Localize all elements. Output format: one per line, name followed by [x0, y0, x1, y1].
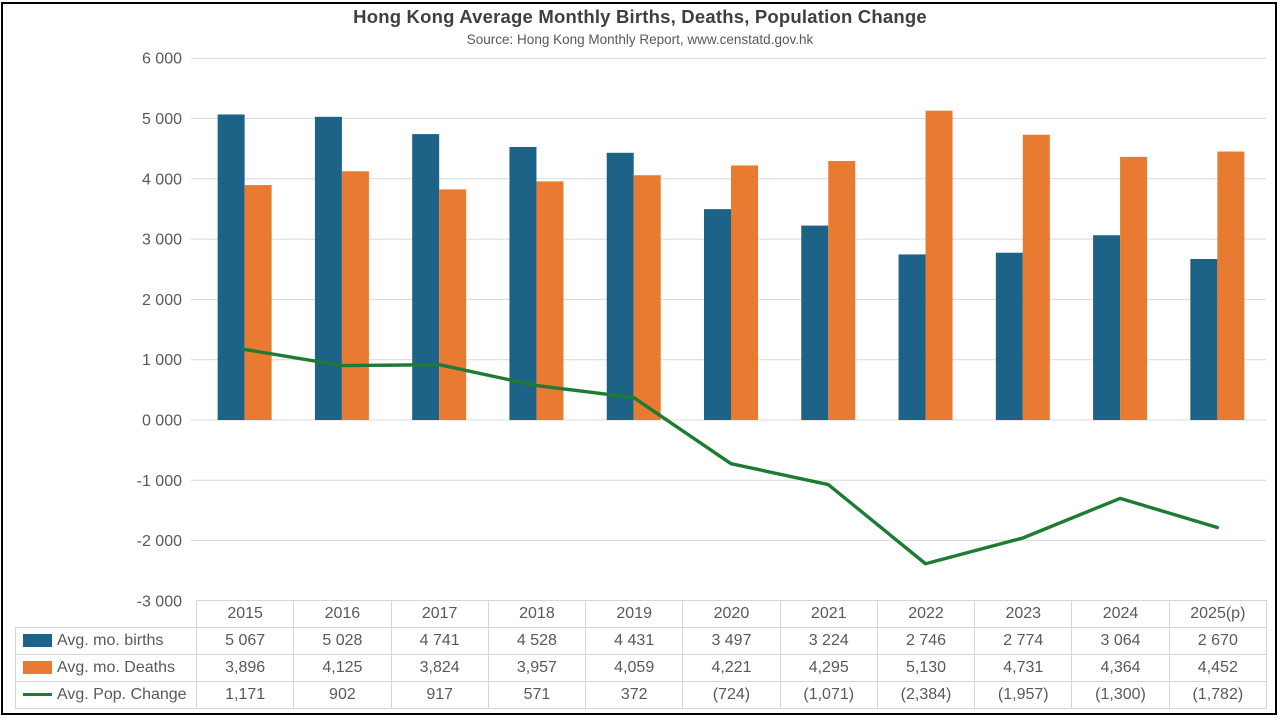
- avg-pop-change-legend-marker-icon: [23, 693, 52, 697]
- bar-births-2025(p): [1190, 258, 1218, 420]
- year-header-2019: 2019: [585, 600, 684, 628]
- bar-births-2021: [801, 225, 829, 420]
- year-header-2018: 2018: [487, 600, 587, 628]
- y-axis-tick-label: -2 000: [137, 533, 182, 550]
- y-axis-tick-label: -1 000: [137, 473, 182, 490]
- cell-avg-pop-change-2025(p): (1,782): [1168, 681, 1268, 709]
- cell-avg-mo-deaths-2018: 3,957: [487, 654, 587, 682]
- cell-avg-mo-births-2018: 4 528: [487, 627, 587, 655]
- cell-avg-mo-deaths-2021: 4,295: [779, 654, 878, 682]
- bar-deaths-2020: [731, 165, 758, 420]
- cell-avg-mo-deaths-2022: 5,130: [876, 654, 976, 682]
- chart-subtitle: Source: Hong Kong Monthly Report, www.ce…: [466, 32, 814, 47]
- y-axis-tick-label: 2 000: [142, 292, 182, 309]
- cell-avg-mo-births-2015: 5 067: [195, 627, 295, 655]
- bar-deaths-2023: [1022, 134, 1050, 420]
- bar-births-2015: [217, 114, 245, 420]
- bar-deaths-2021: [828, 161, 856, 420]
- cell-avg-mo-deaths-2016: 4,125: [293, 654, 392, 682]
- legend-cell-avg-mo-births: Avg. mo. births: [15, 627, 197, 655]
- year-header-2025(p): 2025(p): [1168, 600, 1268, 628]
- cell-avg-mo-births-2024: 3 064: [1071, 627, 1170, 655]
- bar-deaths-2024: [1120, 156, 1148, 420]
- table-row-avg-mo-deaths: Avg. mo. Deaths 3,896 4,125 3,824 3,957 4,059…: [15, 654, 1268, 682]
- avg-mo-births-legend-marker-icon: [23, 634, 52, 648]
- cell-avg-pop-change-2016: 902: [293, 681, 392, 709]
- cell-avg-mo-births-2019: 4 431: [585, 627, 684, 655]
- y-axis-tick-label: 1 000: [142, 352, 182, 369]
- table-row-avg-mo-births: Avg. mo. births 5 067 5 028 4 741 4 528 4 431…: [15, 627, 1268, 655]
- bar-births-2020: [704, 209, 731, 420]
- bar-births-2022: [898, 254, 926, 420]
- legend-cell-avg-mo-deaths: Avg. mo. Deaths: [15, 654, 197, 682]
- bar-births-2016: [314, 116, 342, 421]
- bar-births-2017: [412, 134, 440, 420]
- year-header-2022: 2022: [876, 600, 976, 628]
- cell-avg-mo-deaths-2025(p): 4,452: [1168, 654, 1268, 682]
- table-row-avg-pop-change: Avg. Pop. Change 1,171 902 917 571 372 (724) (1…: [15, 681, 1268, 709]
- year-header-2023: 2023: [974, 600, 1073, 628]
- year-header-2020: 2020: [682, 600, 781, 628]
- cell-avg-pop-change-2018: 571: [487, 681, 587, 709]
- cell-avg-mo-deaths-2023: 4,731: [974, 654, 1073, 682]
- cell-avg-mo-births-2017: 4 741: [390, 627, 489, 655]
- cell-avg-mo-births-2020: 3 497: [682, 627, 781, 655]
- bar-births-2018: [509, 146, 537, 420]
- bar-deaths-2018: [536, 181, 564, 420]
- avg-mo-deaths-legend-marker-icon: [23, 661, 52, 675]
- cell-avg-pop-change-2023: (1,957): [974, 681, 1073, 709]
- cell-avg-mo-deaths-2017: 3,824: [390, 654, 489, 682]
- bar-deaths-2019: [633, 175, 661, 420]
- chart-title: Hong Kong Average Monthly Births, Deaths…: [353, 6, 927, 27]
- year-header-2021: 2021: [779, 600, 878, 628]
- cell-avg-mo-births-2016: 5 028: [293, 627, 392, 655]
- cell-avg-mo-deaths-2015: 3,896: [195, 654, 295, 682]
- legend-cell-avg-pop-change: Avg. Pop. Change: [15, 681, 197, 709]
- series-label: Avg. mo. Deaths: [57, 659, 175, 676]
- cell-avg-mo-births-2022: 2 746: [876, 627, 976, 655]
- year-header-2015: 2015: [195, 600, 295, 628]
- bar-deaths-2025(p): [1217, 151, 1245, 420]
- bar-births-2023: [995, 252, 1023, 420]
- cell-avg-pop-change-2024: (1,300): [1071, 681, 1170, 709]
- data-table: 2015 2016 2017 2018 2019 2020 2021 2022 2023 2024…: [15, 600, 1268, 709]
- table-corner-blank: [16, 601, 197, 628]
- bar-births-2024: [1093, 235, 1121, 420]
- bar-deaths-2017: [439, 189, 467, 420]
- cell-avg-mo-births-2021: 3 224: [779, 627, 878, 655]
- plot-area: 6 000 5 000 4 000 3 000 2 000 1 000 0 000 -1 00…: [137, 51, 1266, 610]
- cell-avg-mo-deaths-2020: 4,221: [682, 654, 781, 682]
- cell-avg-pop-change-2019: 372: [585, 681, 684, 709]
- cell-avg-mo-births-2023: 2 774: [974, 627, 1073, 655]
- line-pop-change: [242, 347, 1220, 566]
- cell-avg-mo-deaths-2024: 4,364: [1071, 654, 1170, 682]
- cell-avg-mo-births-2025(p): 2 670: [1168, 627, 1268, 655]
- bar-deaths-2015: [244, 185, 272, 420]
- bar-deaths-2022: [925, 110, 953, 420]
- y-axis-tick-label: 3 000: [142, 232, 182, 249]
- bar-deaths-2016: [341, 171, 369, 420]
- cell-avg-mo-deaths-2019: 4,059: [585, 654, 684, 682]
- cell-avg-pop-change-2021: (1,071): [779, 681, 878, 709]
- bar-births-2019: [606, 152, 634, 420]
- series-label: Avg. Pop. Change: [57, 686, 187, 703]
- cell-avg-pop-change-2020: (724): [682, 681, 781, 709]
- year-header-row: 2015 2016 2017 2018 2019 2020 2021 2022 2023 2024…: [16, 600, 1268, 628]
- y-axis-tick-label: 4 000: [142, 171, 182, 188]
- series-label: Avg. mo. births: [57, 632, 164, 649]
- cell-avg-pop-change-2022: (2,384): [876, 681, 976, 709]
- year-header-2017: 2017: [390, 600, 489, 628]
- y-axis-tick-label: 0 000: [142, 413, 182, 430]
- y-axis-tick-label: -3 000: [137, 593, 182, 610]
- y-axis-tick-label: 5 000: [142, 111, 182, 128]
- year-header-2024: 2024: [1071, 600, 1170, 628]
- cell-avg-pop-change-2015: 1,171: [195, 681, 295, 709]
- cell-avg-pop-change-2017: 917: [390, 681, 489, 709]
- year-header-2016: 2016: [293, 600, 392, 628]
- y-axis-tick-label: 6 000: [142, 51, 182, 68]
